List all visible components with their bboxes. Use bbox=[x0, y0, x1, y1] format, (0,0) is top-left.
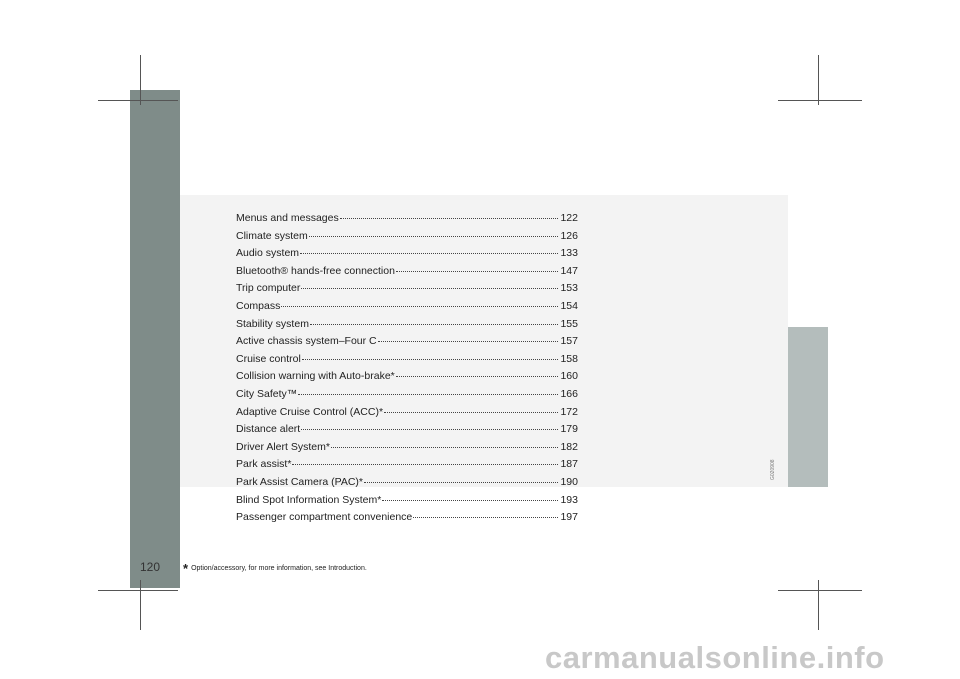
toc-entry: Audio system 133 bbox=[236, 247, 578, 265]
entry-title: Distance alert bbox=[236, 423, 301, 436]
dot-leader bbox=[395, 270, 558, 272]
toc-entry: City Safety™ 166 bbox=[236, 388, 578, 406]
watermark: carmanualsonline.info bbox=[545, 640, 885, 675]
table-of-contents: Menus and messages 122 Climate system 126 Au… bbox=[236, 212, 578, 529]
entry-page: 122 bbox=[560, 212, 578, 224]
footnote: * Option/accessory, for more information,… bbox=[183, 561, 367, 576]
dot-leader bbox=[339, 218, 558, 219]
entry-page: 187 bbox=[560, 458, 578, 471]
entry-title: Trip computer bbox=[236, 282, 301, 295]
page-number: 120 bbox=[140, 560, 161, 574]
entry-title: Bluetooth® hands-free connection bbox=[236, 264, 395, 277]
entry-page: 172 bbox=[560, 405, 578, 418]
entry-page: 147 bbox=[560, 264, 578, 277]
dot-leader bbox=[413, 517, 558, 519]
dot-leader bbox=[308, 235, 558, 237]
crop-mark bbox=[818, 580, 819, 630]
entry-title: Menus and messages bbox=[236, 212, 339, 224]
dot-leader bbox=[301, 429, 558, 431]
dot-leader bbox=[377, 341, 558, 343]
entry-title: Blind Spot Information System* bbox=[236, 493, 382, 506]
image-code: G020908 bbox=[770, 459, 776, 480]
entry-page: 133 bbox=[560, 247, 578, 260]
toc-entry: Bluetooth® hands-free connection 147 bbox=[236, 265, 578, 283]
toc-entry: Stability system 155 bbox=[236, 318, 578, 336]
content-panel bbox=[180, 195, 788, 487]
entry-page: 157 bbox=[560, 335, 578, 348]
entry-page: 158 bbox=[560, 352, 578, 365]
entry-title: Climate system bbox=[236, 229, 308, 242]
entry-title: City Safety™ bbox=[236, 387, 298, 400]
dot-leader bbox=[330, 446, 558, 448]
entry-title: Audio system bbox=[236, 247, 300, 260]
footnote-text: Option/accessory, for more information, … bbox=[191, 565, 367, 572]
footnote-marker: * bbox=[183, 561, 189, 576]
dot-leader bbox=[292, 464, 558, 466]
toc-entry: Passenger compartment convenience 197 bbox=[236, 511, 578, 529]
toc-entry: Trip computer 153 bbox=[236, 282, 578, 300]
entry-title: Cruise control bbox=[236, 352, 301, 365]
entry-title: Compass bbox=[236, 299, 281, 312]
entry-page: 182 bbox=[560, 440, 578, 453]
entry-page: 154 bbox=[560, 299, 578, 312]
entry-page: 153 bbox=[560, 282, 578, 295]
dot-leader bbox=[382, 499, 558, 501]
toc-entry: Park assist* 187 bbox=[236, 458, 578, 476]
toc-entry: Compass 154 bbox=[236, 300, 578, 318]
toc-entry: Menus and messages 122 bbox=[236, 212, 578, 230]
entry-page: 193 bbox=[560, 493, 578, 506]
dot-leader bbox=[281, 305, 558, 307]
toc-entry: Active chassis system–Four C 157 bbox=[236, 335, 578, 353]
entry-page: 155 bbox=[560, 317, 578, 330]
entry-title: Collision warning with Auto-brake* bbox=[236, 370, 395, 383]
dot-leader bbox=[364, 481, 558, 483]
dot-leader bbox=[300, 253, 558, 255]
entry-page: 160 bbox=[560, 370, 578, 383]
crop-mark bbox=[140, 55, 141, 105]
crop-mark bbox=[98, 100, 178, 101]
crop-mark bbox=[778, 100, 862, 101]
entry-title: Park assist* bbox=[236, 458, 292, 471]
toc-entry: Collision warning with Auto-brake* 160 bbox=[236, 370, 578, 388]
dot-leader bbox=[298, 393, 558, 395]
entry-page: 166 bbox=[560, 387, 578, 400]
entry-title: Park Assist Camera (PAC)* bbox=[236, 475, 363, 488]
toc-entry: Blind Spot Information System* 193 bbox=[236, 494, 578, 512]
dot-leader bbox=[301, 288, 558, 290]
crop-mark bbox=[778, 590, 862, 591]
dot-leader bbox=[395, 376, 558, 378]
entry-title: Active chassis system–Four C bbox=[236, 335, 377, 348]
side-bar bbox=[130, 90, 180, 588]
entry-title: Adaptive Cruise Control (ACC)* bbox=[236, 405, 384, 418]
entry-title: Stability system bbox=[236, 317, 309, 330]
crop-mark bbox=[98, 590, 178, 591]
entry-page: 179 bbox=[560, 423, 578, 436]
entry-title: Driver Alert System* bbox=[236, 440, 330, 453]
crop-mark bbox=[140, 580, 141, 630]
toc-entry: Climate system 126 bbox=[236, 230, 578, 248]
entry-title: Passenger compartment convenience bbox=[236, 511, 413, 524]
dot-leader bbox=[301, 358, 558, 360]
toc-entry: Driver Alert System* 182 bbox=[236, 441, 578, 459]
dot-leader bbox=[384, 411, 558, 413]
toc-entry: Park Assist Camera (PAC)* 190 bbox=[236, 476, 578, 494]
toc-entry: Distance alert 179 bbox=[236, 423, 578, 441]
entry-page: 126 bbox=[560, 229, 578, 242]
toc-entry: Cruise control 158 bbox=[236, 353, 578, 371]
entry-page: 190 bbox=[560, 475, 578, 488]
crop-mark bbox=[818, 55, 819, 105]
side-tab bbox=[788, 327, 828, 487]
toc-entry: Adaptive Cruise Control (ACC)* 172 bbox=[236, 406, 578, 424]
dot-leader bbox=[309, 323, 558, 325]
entry-page: 197 bbox=[560, 511, 578, 524]
